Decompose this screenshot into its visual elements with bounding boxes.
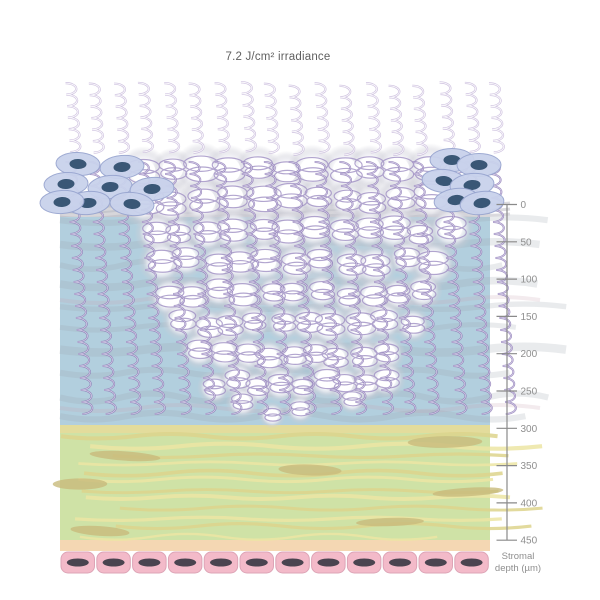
cell-nucleus — [463, 179, 481, 191]
cell-nucleus — [460, 558, 483, 567]
axis-tick-label: 300 — [521, 424, 538, 435]
cell-nucleus — [424, 558, 447, 567]
cell-nucleus — [389, 558, 411, 567]
axis-tick-label: 150 — [521, 312, 538, 323]
cell-nucleus — [57, 178, 75, 190]
cell-nucleus — [66, 558, 89, 567]
cell-nucleus — [113, 161, 131, 173]
keratocyte-blob — [52, 478, 108, 490]
cell-nucleus — [123, 198, 141, 210]
keratocyte-blob — [70, 525, 130, 537]
keratocyte-blob — [89, 450, 161, 462]
depth-axis: 0 50 100 150 200 250 300 350 400 450 — [496, 200, 538, 547]
cell-nucleus — [138, 558, 161, 567]
descemet-band — [60, 540, 490, 551]
endothelium-row — [60, 551, 489, 574]
posterior-layer-texture — [52, 431, 543, 541]
axis-tick-label: 200 — [521, 349, 538, 360]
cell-nucleus — [435, 175, 453, 187]
cell-nucleus — [53, 196, 71, 208]
axis-tick-label: 0 — [521, 200, 527, 211]
keratocyte-blob — [407, 436, 483, 448]
cell-nucleus — [102, 558, 125, 567]
depth-axis-caption-line1: Stromal — [501, 551, 535, 562]
depth-axis-caption-line2: depth (µm) — [494, 563, 542, 574]
cell-nucleus — [69, 158, 87, 170]
cell-nucleus — [101, 181, 119, 193]
cell-nucleus — [317, 558, 340, 567]
axis-tick-label: 400 — [521, 498, 538, 509]
keratocyte-blob — [278, 464, 342, 476]
cell-nucleus — [174, 558, 197, 567]
axis-tick-label: 50 — [521, 237, 533, 248]
cell-nucleus — [210, 558, 232, 567]
figure-title: 7.2 J/cm² irradiance — [225, 51, 331, 63]
axis-tick-label: 250 — [521, 387, 538, 398]
cell-nucleus — [353, 558, 376, 567]
keratocyte-blob — [432, 487, 504, 497]
depth-axis-caption: Stromal depth (µm) — [488, 551, 548, 575]
axis-tick-label: 100 — [521, 275, 538, 286]
keratocyte-blob — [356, 517, 424, 527]
axis-tick-label: 450 — [521, 536, 538, 547]
cell-nucleus — [473, 197, 491, 209]
axis-tick-label: 350 — [521, 461, 538, 472]
cell-nucleus — [281, 558, 304, 567]
epithelium-left — [39, 151, 175, 217]
cell-nucleus — [443, 154, 461, 166]
epithelium-right — [421, 147, 505, 216]
cell-nucleus — [143, 183, 161, 195]
cell-nucleus — [470, 159, 488, 171]
cell-nucleus — [245, 558, 268, 567]
